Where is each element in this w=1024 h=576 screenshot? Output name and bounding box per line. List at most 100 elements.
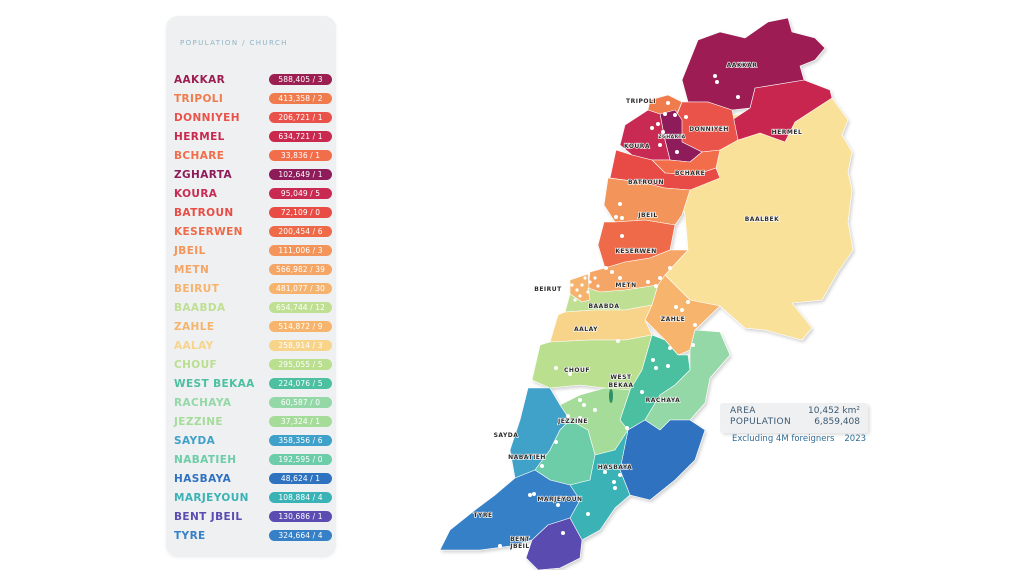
label-jbeil: JBEIL bbox=[637, 212, 657, 219]
legend-row: TYRE 324,664 / 4 bbox=[174, 526, 332, 545]
region-chouf[interactable] bbox=[531, 334, 653, 391]
legend-row: ZAHLE 514,872 / 9 bbox=[174, 317, 332, 336]
legend-panel: POPULATION / CHURCH AAKKAR 588,405 / 3 TRI… bbox=[166, 16, 336, 557]
legend-title: POPULATION / CHURCH bbox=[180, 39, 288, 47]
area-label: AREA bbox=[730, 406, 756, 416]
stats-year: 2023 bbox=[844, 434, 867, 444]
stats-population-row: POPULATION 6,859,408 bbox=[730, 417, 860, 427]
label-aalay: AALAY bbox=[574, 326, 598, 333]
legend-value-pill: 324,664 / 4 bbox=[269, 530, 332, 541]
legend-district-name: RACHAYA bbox=[174, 396, 232, 409]
legend-row: KESERWEN 200,454 / 6 bbox=[174, 222, 332, 241]
legend-value-pill: 200,454 / 6 bbox=[269, 226, 332, 237]
label-hermel: HERMEL bbox=[772, 129, 803, 136]
legend-district-name: TRIPOLI bbox=[174, 92, 224, 105]
legend-district-name: HERMEL bbox=[174, 130, 225, 143]
label-nabatieh: NABATIEH bbox=[508, 454, 546, 461]
legend-row: MARJEYOUN 108,884 / 4 bbox=[174, 488, 332, 507]
lebanon-map: AAKKAR TRIPOLI ZGHARTA DONNIYEH HERMEL K… bbox=[420, 10, 880, 570]
legend-district-name: WEST BEKAA bbox=[174, 377, 255, 390]
legend-value-pill: 481,077 / 30 bbox=[269, 283, 332, 294]
legend-value-pill: 48,624 / 1 bbox=[269, 473, 332, 484]
legend-value-pill: 130,686 / 1 bbox=[269, 511, 332, 522]
region-hermel[interactable] bbox=[731, 79, 833, 143]
label-donniyeh: DONNIYEH bbox=[689, 126, 729, 133]
legend-value-pill: 413,358 / 2 bbox=[269, 93, 332, 104]
label-baabda: BAABDA bbox=[588, 303, 619, 310]
legend-district-name: JBEIL bbox=[174, 244, 206, 257]
legend-row: METN 566,982 / 39 bbox=[174, 260, 332, 279]
legend-value-pill: 102,649 / 1 bbox=[269, 169, 332, 180]
legend-value-pill: 566,982 / 39 bbox=[269, 264, 332, 275]
legend-district-name: AAKKAR bbox=[174, 73, 226, 86]
legend-row: NABATIEH 192,595 / 0 bbox=[174, 450, 332, 469]
label-keserwen: KESERWEN bbox=[615, 248, 657, 255]
label-rachaya: RACHAYA bbox=[646, 397, 681, 404]
label-chouf: CHOUF bbox=[564, 367, 590, 374]
legend-district-name: KOURA bbox=[174, 187, 218, 200]
legend-district-name: SAYDA bbox=[174, 434, 216, 447]
legend-value-pill: 111,006 / 3 bbox=[269, 245, 332, 256]
legend-value-pill: 108,884 / 4 bbox=[269, 492, 332, 503]
legend-district-name: BENT JBEIL bbox=[174, 510, 243, 523]
region-hasbaya[interactable] bbox=[619, 419, 706, 501]
legend-row: BATROUN 72,109 / 0 bbox=[174, 203, 332, 222]
label-zahle: ZAHLE bbox=[661, 316, 685, 323]
label-west-bekaa-1: WEST bbox=[610, 374, 632, 381]
legend-value-pill: 634,721 / 1 bbox=[269, 131, 332, 142]
label-tyre: TYRE bbox=[473, 512, 492, 519]
label-hasbaya: HASBAYA bbox=[598, 464, 633, 471]
legend-district-name: MARJEYOUN bbox=[174, 491, 249, 504]
stats-box: AREA 10,452 km² POPULATION 6,859,408 bbox=[720, 403, 868, 433]
region-bent-jbeil[interactable] bbox=[525, 517, 583, 570]
church-markers bbox=[498, 74, 797, 548]
region-jbeil[interactable] bbox=[603, 177, 691, 226]
legend-row: HASBAYA 48,624 / 1 bbox=[174, 469, 332, 488]
stats-area-row: AREA 10,452 km² bbox=[730, 406, 860, 416]
legend-row: ZGHARTA 102,649 / 1 bbox=[174, 165, 332, 184]
label-baalbek: BAALBEK bbox=[745, 216, 780, 223]
legend-value-pill: 192,595 / 0 bbox=[269, 454, 332, 465]
legend-district-name: JEZZINE bbox=[174, 415, 223, 428]
legend-row: DONNIYEH 206,721 / 1 bbox=[174, 108, 332, 127]
legend-value-pill: 588,405 / 3 bbox=[269, 74, 332, 85]
legend-row: CHOUF 295,055 / 5 bbox=[174, 355, 332, 374]
legend-district-name: ZGHARTA bbox=[174, 168, 233, 181]
legend-district-name: AALAY bbox=[174, 339, 214, 352]
label-bent-jbeil-1: BENT bbox=[510, 536, 530, 543]
legend-value-pill: 654,744 / 12 bbox=[269, 302, 332, 313]
legend-district-name: BAABDA bbox=[174, 301, 226, 314]
legend-district-name: CHOUF bbox=[174, 358, 218, 371]
legend-list: AAKKAR 588,405 / 3 TRIPOLI 413,358 / 2 DONNI… bbox=[174, 70, 332, 545]
population-value: 6,859,408 bbox=[814, 417, 860, 427]
legend-row: HERMEL 634,721 / 1 bbox=[174, 127, 332, 146]
legend-row: AAKKAR 588,405 / 3 bbox=[174, 70, 332, 89]
legend-district-name: BCHARE bbox=[174, 149, 225, 162]
legend-district-name: NABATIEH bbox=[174, 453, 237, 466]
area-value: 10,452 km² bbox=[808, 406, 860, 416]
label-jezzine: JEZZINE bbox=[557, 418, 588, 425]
foreigners-note: Excluding 4M foreigners bbox=[732, 434, 835, 444]
legend-value-pill: 358,356 / 6 bbox=[269, 435, 332, 446]
legend-district-name: ZAHLE bbox=[174, 320, 215, 333]
map-svg: AAKKAR TRIPOLI ZGHARTA DONNIYEH HERMEL K… bbox=[439, 17, 854, 570]
legend-row: JBEIL 111,006 / 3 bbox=[174, 241, 332, 260]
legend-value-pill: 295,055 / 5 bbox=[269, 359, 332, 370]
legend-district-name: KESERWEN bbox=[174, 225, 243, 238]
label-koura: KOURA bbox=[624, 143, 650, 150]
legend-row: SAYDA 358,356 / 6 bbox=[174, 431, 332, 450]
label-batroun: BATROUN bbox=[628, 179, 664, 186]
label-bchare: BCHARE bbox=[675, 170, 705, 177]
population-label: POPULATION bbox=[730, 417, 792, 427]
legend-district-name: DONNIYEH bbox=[174, 111, 240, 124]
legend-value-pill: 95,049 / 5 bbox=[269, 188, 332, 199]
legend-row: TRIPOLI 413,358 / 2 bbox=[174, 89, 332, 108]
legend-value-pill: 37,324 / 1 bbox=[269, 416, 332, 427]
legend-row: RACHAYA 60,587 / 0 bbox=[174, 393, 332, 412]
legend-value-pill: 224,076 / 5 bbox=[269, 378, 332, 389]
stats-note: Excluding 4M foreigners 2023 bbox=[732, 434, 866, 444]
legend-row: KOURA 95,049 / 5 bbox=[174, 184, 332, 203]
label-marjeyoun: MARJEYOUN bbox=[537, 496, 582, 503]
label-west-bekaa-2: BEKAA bbox=[608, 382, 633, 389]
legend-row: AALAY 258,914 / 3 bbox=[174, 336, 332, 355]
